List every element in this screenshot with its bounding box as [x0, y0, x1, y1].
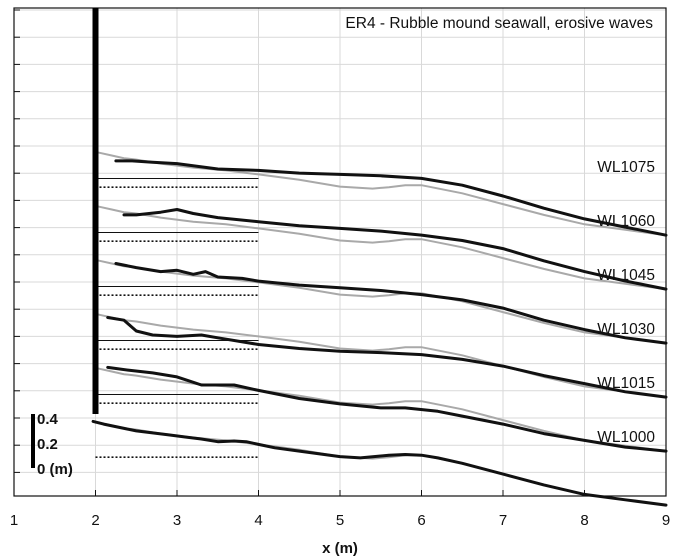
- scale-label-bottom: 0 (m): [37, 461, 73, 478]
- grid: [13, 8, 667, 496]
- offset-scale-bar: 0.4 0.2 0 (m): [31, 411, 73, 478]
- profile-WL1075: [114, 159, 668, 237]
- series-label-WL1060: WL1060: [597, 213, 655, 230]
- series-label-WL1030: WL1030: [597, 321, 655, 338]
- reference-profile-WL1060: [92, 204, 667, 291]
- x-tick-label: 7: [499, 512, 507, 529]
- x-axis-title: x (m): [322, 540, 358, 557]
- x-axis-ticks: 1 2 3 4 5 6 7 8 9: [10, 490, 670, 529]
- water-level-lines: [95, 177, 259, 459]
- scale-label-mid: 0.2: [37, 436, 58, 453]
- profile-WL1045: [114, 262, 668, 345]
- reference-profile-WL1075: [92, 150, 667, 237]
- x-tick-label: 4: [254, 512, 262, 529]
- series-label-WL1000: WL1000: [597, 429, 655, 446]
- x-tick-label: 6: [417, 512, 425, 529]
- series-label-WL1075: WL1075: [597, 159, 655, 176]
- x-tick-label: 2: [91, 512, 99, 529]
- series-label-WL1045: WL1045: [597, 267, 655, 284]
- measured-profiles: [91, 159, 668, 507]
- series-label-WL1015: WL1015: [597, 375, 655, 392]
- x-tick-label: 1: [10, 512, 18, 529]
- x-tick-label: 9: [662, 512, 670, 529]
- profile-WL1030: [106, 316, 668, 399]
- profile-WL1000: [91, 419, 668, 507]
- chart-title: ER4 - Rubble mound seawall, erosive wave…: [345, 15, 653, 32]
- x-tick-label: 3: [173, 512, 181, 529]
- scale-label-top: 0.4: [37, 411, 59, 428]
- series-labels: WL1000 WL1015 WL1030 WL1045 WL1060 WL1075: [597, 159, 655, 446]
- profile-WL1060: [122, 208, 668, 291]
- y-tick-marks: [14, 9, 20, 473]
- x-tick-label: 5: [336, 512, 344, 529]
- profile-WL1015: [106, 365, 668, 453]
- reference-profile-WL1030: [92, 312, 667, 399]
- x-tick-label: 8: [580, 512, 588, 529]
